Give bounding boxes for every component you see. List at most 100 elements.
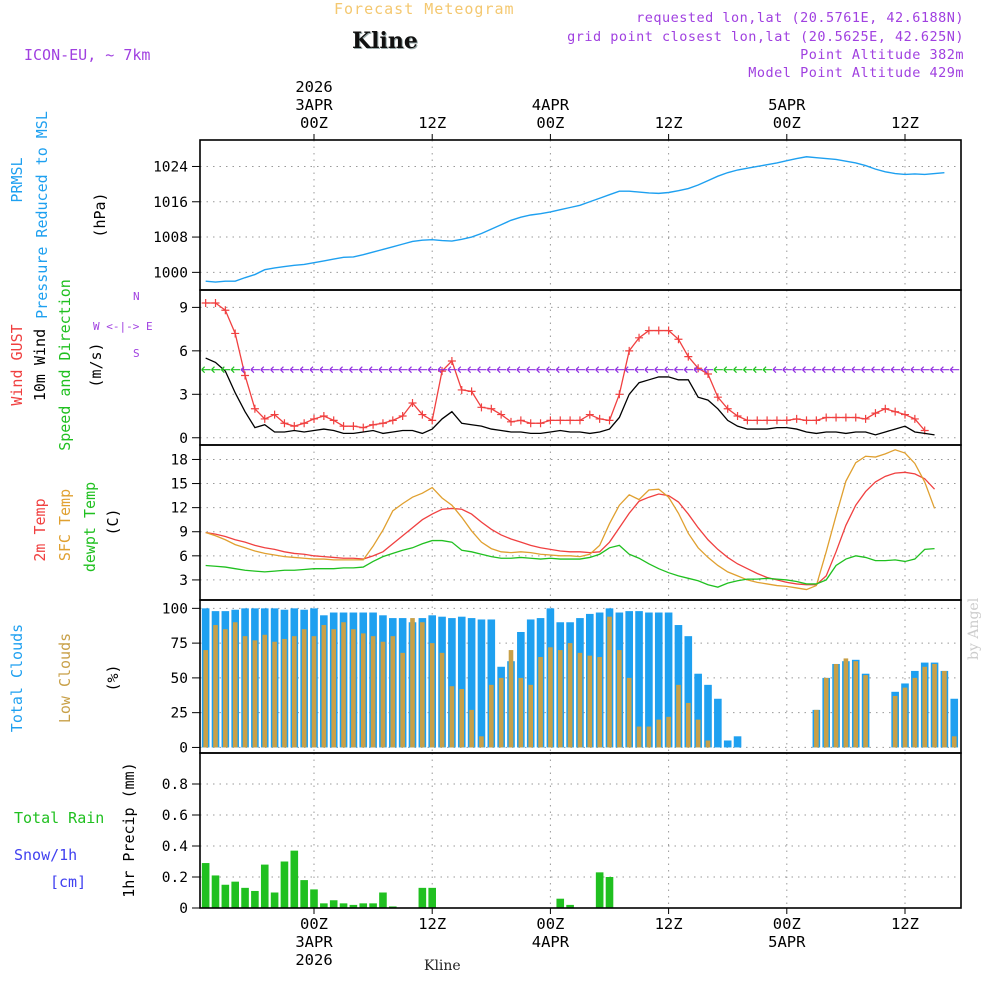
wind-direction-arrow — [821, 366, 832, 374]
y-tick-label: 0.2 — [162, 870, 188, 886]
rain-bar — [349, 904, 358, 908]
wind-direction-arrow — [437, 366, 448, 374]
gust-marker — [497, 410, 506, 419]
rain-bar — [270, 892, 279, 908]
gust-marker — [772, 416, 781, 425]
top-time-label: 12Z — [418, 114, 446, 132]
rain-bar — [359, 903, 368, 908]
gust-marker — [546, 416, 555, 425]
top-time-label: 4APR — [532, 96, 570, 114]
low-cloud-bar — [262, 634, 268, 748]
low-cloud-bar — [469, 709, 474, 748]
wind-direction-arrow — [752, 366, 763, 374]
low-cloud-bar — [321, 625, 327, 748]
bottom-time-label: 3APR — [295, 933, 333, 951]
low-clouds-label: Low Clouds — [56, 633, 74, 723]
wind-direction-arrow — [486, 366, 497, 374]
panel-frame-pressure — [199, 139, 962, 291]
wind-direction-arrow — [674, 366, 684, 374]
low-cloud-bar — [252, 640, 258, 748]
wind-direction-arrow — [713, 366, 723, 374]
temp2m-line — [205, 471, 936, 586]
gust-marker — [822, 413, 831, 422]
gust-marker — [280, 419, 289, 428]
wind-direction-arrow — [201, 366, 211, 374]
gust-marker — [664, 326, 673, 335]
wind-direction-arrow — [861, 366, 871, 374]
wind-direction-arrow — [575, 366, 585, 374]
gust-marker — [477, 403, 486, 412]
panel-pressure — [200, 156, 961, 283]
low-cloud-bar — [705, 740, 711, 748]
low-cloud-bar — [429, 643, 435, 748]
gust-marker — [241, 371, 250, 380]
y-tick-label: 0 — [179, 901, 188, 917]
low-cloud-bar — [410, 618, 415, 748]
low-cloud-bar — [390, 636, 396, 748]
low-cloud-bar — [567, 643, 573, 748]
gust-marker — [575, 416, 584, 425]
wind-direction-arrow — [230, 366, 241, 374]
wind-direction-arrow — [378, 366, 388, 374]
gust-marker — [398, 412, 407, 421]
top-time-label: 12Z — [655, 114, 683, 132]
wind-direction-arrow — [516, 366, 526, 374]
rain-bar — [241, 887, 249, 908]
wind-direction-arrow — [595, 366, 605, 374]
low-cloud-bar — [843, 658, 849, 748]
wind-direction-arrow — [880, 366, 891, 374]
total-cloud-bar — [526, 619, 535, 748]
low-cloud-bar — [853, 661, 859, 748]
sfc-line — [205, 449, 936, 591]
temp2m-label: 2m Temp — [31, 498, 49, 561]
bottom-time-label: 2026 — [295, 951, 332, 969]
panel-frame-precip — [199, 752, 962, 909]
rain-bar — [379, 892, 387, 908]
low-cloud-bar — [232, 622, 238, 748]
compass-axis: W <-|-> E — [93, 320, 153, 333]
wind-direction-arrow — [496, 366, 507, 374]
gust-marker — [782, 416, 791, 425]
low-cloud-bar — [686, 702, 691, 748]
wind-direction-arrow — [930, 366, 940, 374]
low-cloud-bar — [863, 675, 868, 748]
gust-marker — [221, 306, 230, 315]
pressure-label-long: Pressure Reduced to MSL — [33, 111, 51, 319]
top-time-label: 3APR — [295, 96, 333, 114]
y-tick-label: 18 — [171, 452, 188, 468]
low-cloud-bar — [607, 616, 612, 748]
wind-direction-arrow — [260, 366, 270, 374]
wind-direction-arrow — [634, 366, 645, 374]
rain-bar — [251, 890, 259, 908]
gust-marker — [891, 407, 900, 416]
rain-bar — [280, 861, 289, 908]
total-cloud-bar — [723, 740, 732, 748]
bottom-time-label: 5APR — [768, 933, 806, 951]
grid-point-coords: grid point closest lon,lat (20.5625E, 42… — [567, 29, 964, 45]
gust-marker — [595, 414, 604, 423]
gust-marker — [536, 419, 545, 428]
wind-direction-arrow — [358, 366, 369, 374]
point-altitude: Point Altitude 382m — [800, 47, 964, 63]
top-time-label: 2026 — [295, 78, 332, 96]
y-tick-label: 25 — [171, 706, 188, 722]
wind-direction-arrow — [792, 366, 802, 374]
gust-marker — [585, 410, 594, 419]
gust-marker — [832, 413, 841, 422]
low-cloud-bar — [666, 716, 671, 748]
wind-direction-arrow — [841, 366, 851, 374]
rain-bar — [329, 900, 338, 908]
bottom-time-label: 12Z — [891, 915, 919, 933]
gust-marker — [654, 326, 663, 335]
wind-direction-arrow — [417, 366, 428, 374]
wind-direction-arrow — [733, 366, 743, 374]
gust-marker — [841, 413, 850, 422]
clouds-unit: (%) — [104, 664, 122, 691]
low-cloud-bar — [902, 687, 908, 748]
wind-direction-arrow — [585, 366, 595, 374]
y-tick-label: 3 — [179, 573, 188, 589]
low-cloud-bar — [360, 633, 366, 748]
gust-marker — [270, 410, 279, 419]
low-cloud-bar — [833, 663, 839, 748]
panel-temperature — [200, 449, 961, 591]
